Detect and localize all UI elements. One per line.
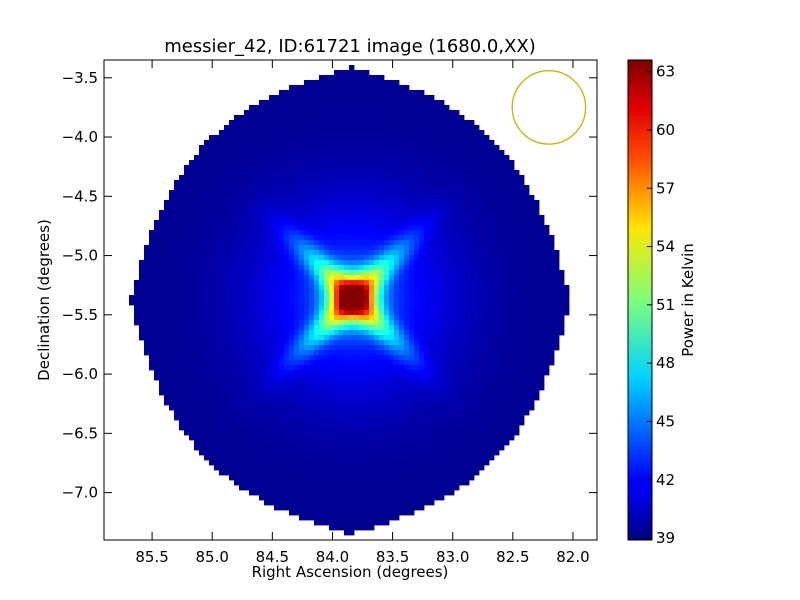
colorbar-tick-label: 48: [656, 354, 675, 372]
x-axis: 85.5 85.0 84.5 84.0 83.5 83.0 82.5 82.0: [135, 60, 590, 566]
x-axis-label: Right Ascension (degrees): [252, 563, 449, 581]
colorbar: [627, 59, 653, 541]
colorbar-tick-label: 42: [656, 471, 675, 489]
plot-frame: [103, 59, 598, 541]
x-tick-label: 83.0: [436, 548, 469, 566]
colorbar-tick-label: 45: [656, 412, 675, 430]
x-tick-label: 85.0: [196, 548, 229, 566]
y-tick-label: −6.5: [62, 424, 98, 442]
y-tick-label: −4.5: [62, 187, 98, 205]
y-tick-label: −3.5: [62, 69, 98, 87]
colorbar-axis: 39 42 45 48 51 54 57 60 63: [647, 63, 675, 547]
y-tick-label: −7.0: [62, 484, 98, 502]
y-tick-label: −6.0: [62, 365, 98, 383]
chart-title: messier_42, ID:61721 image (1680.0,XX): [164, 36, 536, 57]
x-tick-label: 83.5: [376, 548, 409, 566]
y-tick-label: −5.5: [62, 306, 98, 324]
colorbar-tick-label: 60: [656, 121, 675, 139]
heatmap-image: [129, 65, 570, 536]
x-tick-label: 84.0: [316, 548, 349, 566]
x-tick-label: 82.0: [556, 548, 589, 566]
colorbar-tick-label: 63: [656, 63, 675, 81]
y-axis: −3.5 −4.0 −4.5 −5.0 −5.5 −6.0 −6.5 −7.0: [62, 69, 597, 502]
x-tick-label: 84.5: [256, 548, 289, 566]
y-tick-label: −5.0: [62, 247, 98, 265]
colorbar-tick-label: 54: [656, 238, 675, 256]
colorbar-label: Power in Kelvin: [679, 243, 697, 357]
beam-circle: [511, 70, 587, 145]
x-tick-label: 85.5: [135, 548, 168, 566]
x-tick-label: 82.5: [496, 548, 529, 566]
colorbar-tick-label: 39: [656, 529, 675, 547]
y-axis-label: Declination (degrees): [35, 219, 53, 381]
colorbar-tick-label: 57: [656, 179, 675, 197]
colorbar-tick-label: 51: [656, 296, 675, 314]
y-tick-label: −4.0: [62, 128, 98, 146]
